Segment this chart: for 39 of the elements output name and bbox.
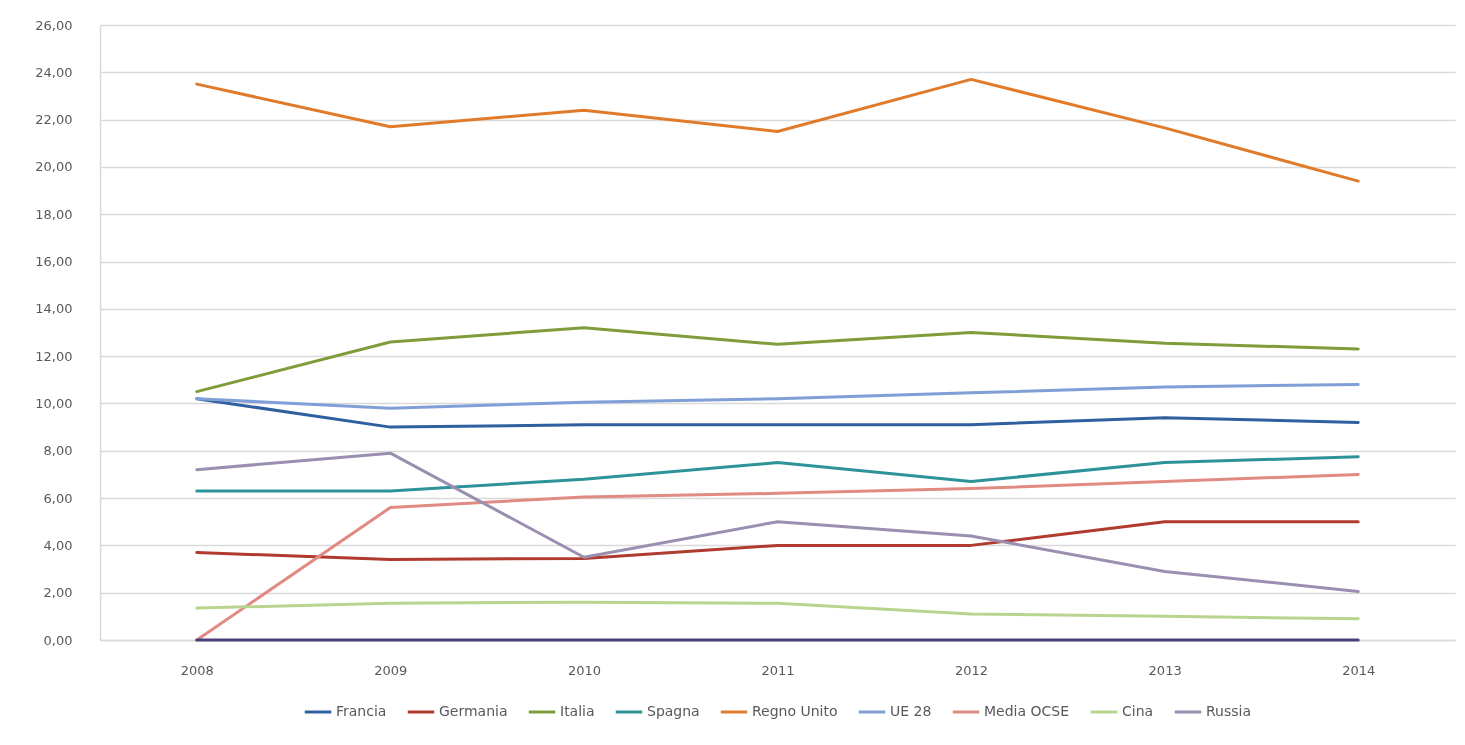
line-series	[195, 383, 1360, 410]
y-tick-label: 12,00	[35, 348, 73, 364]
x-tick-label: 2011	[761, 662, 795, 678]
y-tick-label: 24,00	[35, 64, 73, 80]
x-tick-label: 2013	[1148, 662, 1182, 678]
legend-label: Italia	[560, 703, 595, 719]
legend-label: UE 28	[890, 703, 932, 719]
y-tick-label: 10,00	[35, 395, 73, 411]
y-tick-label: 18,00	[35, 206, 73, 222]
line-series	[195, 472, 1360, 642]
x-tick-label: 2012	[955, 662, 989, 678]
y-tick-label: 26,00	[35, 17, 73, 33]
x-tick-label: 2009	[374, 662, 408, 678]
line-series	[195, 77, 1360, 183]
line-series	[195, 451, 1360, 594]
legend-label: Regno Unito	[752, 703, 838, 719]
y-tick-label: 8,00	[43, 443, 73, 459]
legend-label: Cina	[1122, 703, 1154, 719]
y-tick-label: 14,00	[35, 301, 73, 317]
line-series	[195, 326, 1360, 394]
y-tick-label: 0,00	[43, 632, 73, 648]
legend-label: Francia	[336, 703, 387, 719]
legend-label: Media OCSE	[984, 703, 1070, 719]
x-tick-label: 2010	[567, 662, 601, 678]
line-series	[195, 455, 1360, 493]
y-tick-label: 2,00	[43, 585, 73, 601]
y-tick-label: 6,00	[43, 490, 73, 506]
line-series	[195, 397, 1360, 429]
y-tick-label: 4,00	[43, 537, 73, 553]
legend-label: Russia	[1206, 703, 1252, 719]
x-tick-label: 2014	[1342, 662, 1376, 678]
line-series	[195, 600, 1360, 621]
legend-label: Spagna	[647, 703, 700, 719]
legend-label: Germania	[439, 703, 508, 719]
x-tick-label: 2008	[180, 662, 214, 678]
y-tick-label: 22,00	[35, 112, 73, 128]
y-tick-label: 16,00	[35, 254, 73, 270]
line-series	[195, 520, 1360, 562]
y-tick-label: 20,00	[35, 159, 73, 175]
